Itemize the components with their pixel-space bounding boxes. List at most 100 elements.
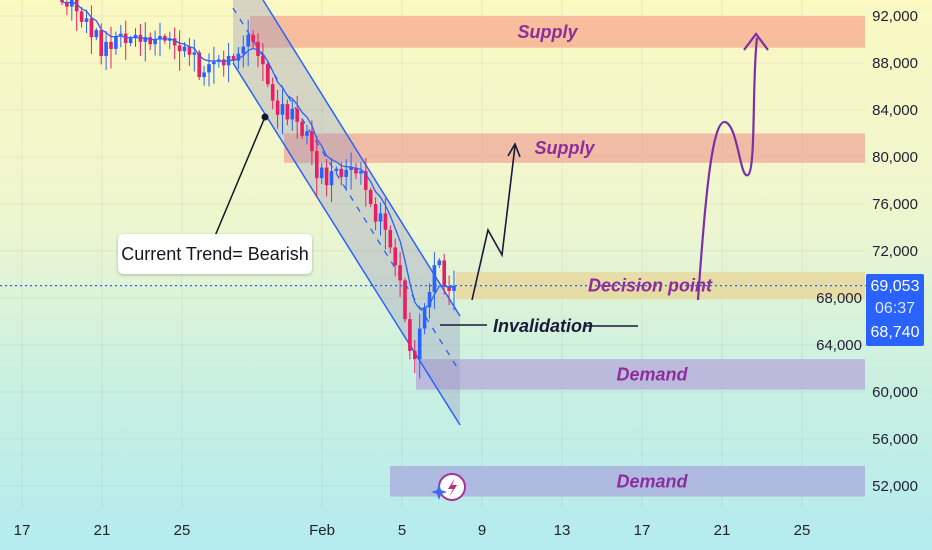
candle-body (192, 52, 197, 55)
time-tick-label: 17 (634, 522, 651, 539)
candle-body (246, 34, 250, 47)
candle-body (241, 46, 246, 54)
candle-body (398, 265, 402, 281)
trend-callout[interactable]: Current Trend= Bearish (118, 234, 312, 274)
candle-body (319, 167, 324, 179)
candle-body (70, 0, 74, 7)
candle-body (94, 30, 99, 38)
candle-body (437, 260, 442, 266)
time-tick-label: 25 (794, 522, 811, 539)
candle-body (403, 280, 407, 320)
price-tick-label: 72,000 (872, 243, 918, 260)
time-tick-label: 21 (94, 522, 111, 539)
candle-body (65, 1, 69, 7)
candle-body (104, 41, 108, 56)
candle-body (368, 189, 373, 204)
trend-label: Current Trend= Bearish (121, 243, 309, 264)
candle-body (315, 151, 319, 179)
candle-body (158, 35, 162, 40)
candle-body (408, 319, 412, 351)
candle-body (236, 53, 241, 61)
price-tick-label: 84,000 (872, 102, 918, 119)
candle-body (427, 292, 432, 308)
zone-label: Demand (616, 471, 688, 491)
candle-body (153, 39, 157, 45)
candle-body (413, 350, 417, 360)
zone-label: Decision point (588, 276, 713, 296)
price-tick-label: 56,000 (872, 431, 918, 448)
candle-body (364, 171, 368, 190)
candle-body (123, 33, 128, 44)
candle-body (212, 61, 216, 65)
candle-body (378, 213, 383, 222)
price-axis[interactable]: 52,000 56,000 60,000 64,000 68,000 72,000 76,0… (816, 8, 918, 495)
arrowhead (743, 32, 769, 51)
candle-body (172, 38, 177, 46)
candle-body (417, 328, 422, 360)
time-tick-label: 5 (398, 522, 406, 539)
candle-countdown: 06:37 (874, 300, 916, 317)
candle-body (114, 35, 118, 49)
time-tick-label: 17 (14, 522, 31, 539)
candle-body (295, 108, 299, 122)
candle-body (349, 167, 353, 170)
candle-body (231, 55, 236, 61)
zones (250, 16, 865, 497)
candle-body (256, 41, 260, 56)
price-tick-label: 92,000 (872, 8, 918, 25)
candle-body (344, 169, 348, 177)
current-price-value: 69,053 (870, 278, 920, 295)
candle-body (182, 46, 187, 52)
candle-body (266, 64, 270, 85)
moving-average-line (61, 1, 455, 310)
candle-body (280, 104, 285, 115)
invalidation-label: Invalidation (493, 316, 593, 336)
candle-body (359, 171, 363, 174)
candle-body (177, 45, 182, 52)
price-tick-label: 60,000 (872, 384, 918, 401)
time-tick-label: 21 (714, 522, 731, 539)
candle-body (324, 167, 329, 186)
candle-body (285, 104, 290, 120)
candle-body (373, 204, 378, 222)
candle-body (163, 35, 167, 41)
channel-upper-line[interactable] (262, 0, 461, 317)
time-tick-label: Feb (309, 522, 335, 539)
price-tick-label: 68,000 (816, 290, 862, 307)
price-tick-label: 76,000 (872, 196, 918, 213)
candle-body (128, 38, 133, 44)
candle-body (207, 64, 211, 73)
candle-body (339, 168, 344, 177)
candle-body (261, 55, 265, 65)
candle-body (84, 18, 89, 22)
candle-body (60, 0, 64, 2)
price-tick-label: 64,000 (816, 337, 862, 354)
zone-label: Demand (616, 364, 688, 384)
candle-body (452, 285, 456, 291)
candle-body (383, 213, 388, 230)
time-axis[interactable]: 17 21 25 Feb 5 9 13 17 21 25 (14, 522, 811, 539)
arrowhead (507, 142, 521, 158)
candle-body (270, 84, 275, 101)
candle-body (290, 108, 295, 120)
candle-body (354, 167, 358, 174)
candle-body (422, 307, 427, 329)
price-tick-label: 52,000 (872, 478, 918, 495)
candle-body (305, 131, 309, 136)
candle-body (329, 171, 334, 186)
zone-labels: Supply Supply Decision point Demand Demand (517, 22, 713, 491)
candle-body (119, 33, 123, 36)
candle-body (148, 37, 152, 45)
candle-body (447, 286, 451, 291)
candle-body (187, 46, 192, 55)
candle-body (202, 72, 206, 78)
lightning-icon[interactable] (431, 473, 466, 501)
candle-body (393, 247, 397, 266)
candle-body (197, 52, 201, 78)
zone-label: Supply (517, 22, 578, 42)
zone-supply (284, 133, 865, 163)
low-price-tag: 68,740 (866, 320, 924, 346)
channel-lower-line[interactable] (232, 62, 461, 426)
time-tick-label: 13 (554, 522, 571, 539)
